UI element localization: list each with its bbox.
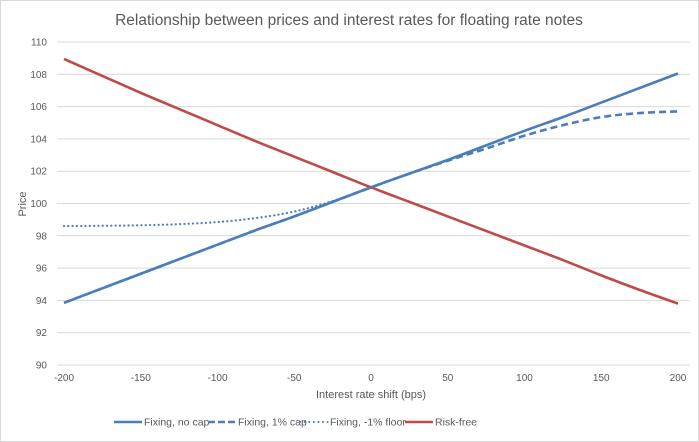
legend: Fixing, no cap Fixing, 1% cap Fixing, -1% … xyxy=(114,417,477,429)
x-tick-label: 200 xyxy=(670,373,687,384)
x-tick-label: -200 xyxy=(54,373,74,384)
series-lines xyxy=(62,57,680,305)
y-tick-label: 96 xyxy=(36,264,48,275)
x-tick-label: -100 xyxy=(207,373,227,384)
x-axis-ticks: -200 -150 -100 -50 0 50 100 150 200 xyxy=(54,373,687,384)
y-axis-title: Price xyxy=(17,191,29,216)
series-line-risk-free xyxy=(63,57,679,305)
x-tick-label: 100 xyxy=(516,373,533,384)
y-tick-label: 92 xyxy=(36,328,48,339)
x-axis-title: Interest rate shift (bps) xyxy=(316,389,426,401)
gridlines xyxy=(57,41,690,366)
x-tick-label: 150 xyxy=(593,373,610,384)
legend-label: Fixing, -1% floor xyxy=(330,417,406,429)
y-tick-label: 102 xyxy=(30,167,47,178)
x-tick-label: -50 xyxy=(287,373,302,384)
y-tick-label: 106 xyxy=(30,102,47,113)
y-tick-label: 98 xyxy=(36,231,48,242)
y-tick-label: 108 xyxy=(30,70,47,81)
chart-title: Relationship between prices and interest… xyxy=(115,12,583,29)
legend-label: Fixing, 1% cap xyxy=(238,417,307,429)
x-tick-label: 50 xyxy=(442,373,454,384)
y-tick-label: 94 xyxy=(36,296,48,307)
legend-label: Fixing, no cap xyxy=(144,417,210,429)
x-tick-label: -150 xyxy=(131,373,151,384)
legend-label: Risk-free xyxy=(435,417,477,429)
y-tick-label: 110 xyxy=(31,38,47,49)
y-tick-label: 100 xyxy=(30,199,47,210)
y-tick-label: 104 xyxy=(30,134,47,145)
y-tick-label: 90 xyxy=(36,361,48,372)
series-line-fixing-1-floor xyxy=(62,72,680,228)
x-tick-label: 0 xyxy=(368,373,374,384)
series-line-fixing-1-cap xyxy=(63,110,679,305)
y-axis-ticks: 90 92 94 96 98 100 102 104 106 108 110 xyxy=(30,38,47,372)
